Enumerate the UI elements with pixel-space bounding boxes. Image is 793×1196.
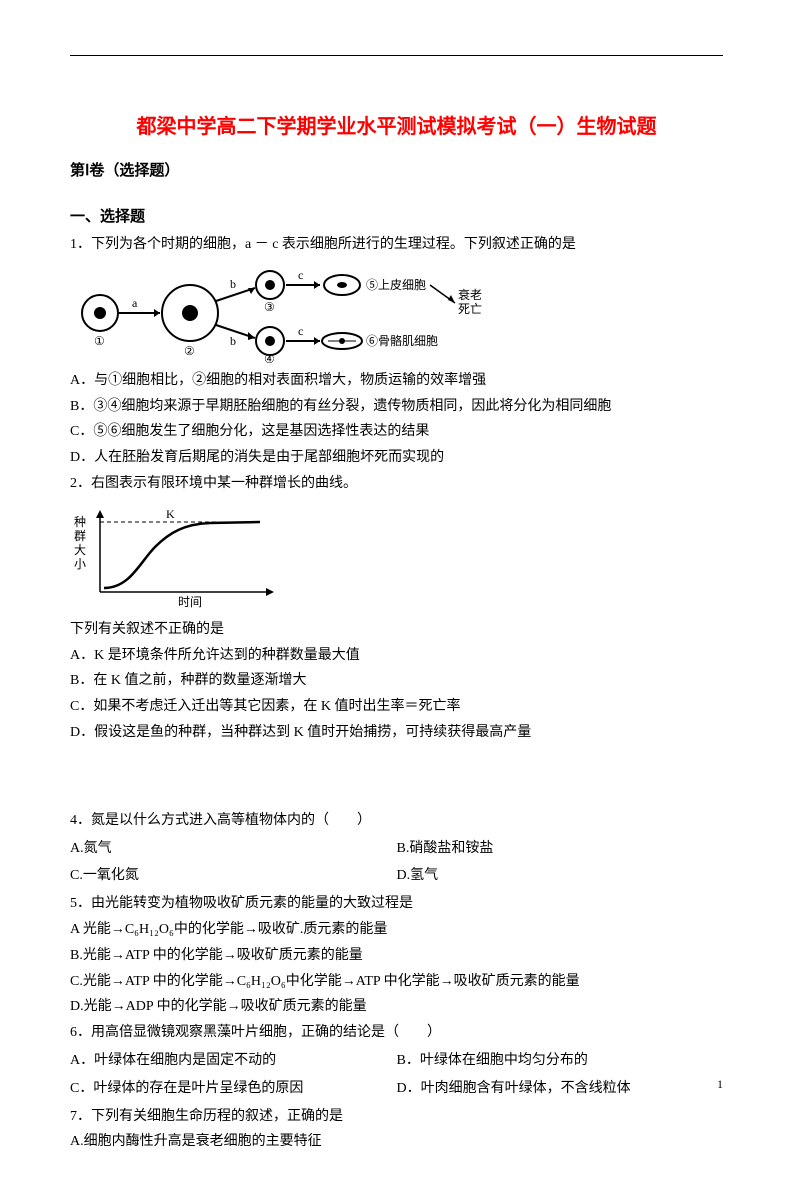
- q6-optD: D．叶肉细胞含有叶绿体，不含线粒体: [397, 1077, 724, 1101]
- q7-stem: 7．下列有关细胞生命历程的叙述，正确的是: [70, 1105, 723, 1129]
- q1-optC: C．⑤⑥细胞发生了细胞分化，这是基因选择性表达的结果: [70, 420, 723, 444]
- svg-text:c: c: [298, 268, 303, 282]
- q6-optA: A．叶绿体在细胞内是固定不动的: [70, 1049, 397, 1073]
- q7-optA: A.细胞内酶性升高是衰老细胞的主要特征: [70, 1130, 723, 1154]
- q1-optA: A．与①细胞相比，②细胞的相对表面积增大，物质运输的效率增强: [70, 369, 723, 393]
- q5-optD: D.光能→ADP 中的化学能→吸收矿质元素的能量: [70, 995, 723, 1019]
- svg-text:⑤上皮细胞: ⑤上皮细胞: [366, 278, 426, 292]
- q5-optB: B.光能→ATP 中的化学能→吸收矿质元素的能量: [70, 944, 723, 968]
- svg-text:b: b: [230, 334, 236, 348]
- q6-optB: B．叶绿体在细胞中均匀分布的: [397, 1049, 724, 1073]
- q2-lead: 下列有关叙述不正确的是: [70, 618, 723, 642]
- q4-optA: A.氮气: [70, 837, 397, 861]
- q5-optA: A 光能→C₆H₁₂O₆中的化学能→吸收矿.质元素的能量: [70, 918, 723, 942]
- q1-optB: B．③④细胞均来源于早期胚胎细胞的有丝分裂，遗传物质相同，因此将分化为相同细胞: [70, 395, 723, 419]
- svg-text:c: c: [298, 324, 303, 338]
- q2-optA: A．K 是环境条件所允许达到的种群数量最大值: [70, 644, 723, 668]
- svg-text:大: 大: [74, 543, 86, 557]
- page-number: 1: [717, 1077, 723, 1092]
- svg-text:⑥骨骼肌细胞: ⑥骨骼肌细胞: [366, 333, 438, 348]
- page-title: 都梁中学高二下学期学业水平测试模拟考试（一）生物试题: [70, 110, 723, 144]
- svg-text:b: b: [230, 277, 236, 291]
- q2-figure: 种 群 大 小 K 时间: [70, 502, 723, 612]
- svg-text:小: 小: [74, 557, 86, 571]
- svg-text:④: ④: [264, 352, 275, 363]
- q2-optD: D．假设这是鱼的种群，当种群达到 K 值时开始捕捞，可持续获得最高产量: [70, 721, 723, 745]
- svg-text:K: K: [166, 507, 175, 521]
- q4-stem: 4．氮是以什么方式进入高等植物体内的（ ）: [70, 809, 723, 833]
- q4-optC: C.一氧化氮: [70, 864, 397, 888]
- svg-text:①: ①: [94, 334, 105, 348]
- q5-stem: 5．由光能转变为植物吸收矿质元素的能量的大致过程是: [70, 892, 723, 916]
- q1-stem: 1．下列为各个时期的细胞，a － c 表示细胞所进行的生理过程。下列叙述正确的是: [70, 233, 723, 257]
- svg-text:衰老: 衰老: [458, 287, 482, 302]
- q2-optC: C．如果不考虑迁入迁出等其它因素，在 K 值时出生率＝死亡率: [70, 695, 723, 719]
- svg-text:③: ③: [264, 300, 275, 314]
- q6-stem: 6．用高倍显微镜观察黑藻叶片细胞，正确的结论是（ ）: [70, 1021, 723, 1045]
- q1-optD: D．人在胚胎发育后期尾的消失是由于尾部细胞坏死而实现的: [70, 446, 723, 470]
- svg-text:a: a: [132, 296, 138, 310]
- section-head: 第Ⅰ卷（选择题）: [70, 158, 723, 184]
- q2-stem: 2．右图表示有限环境中某一种群增长的曲线。: [70, 472, 723, 496]
- q1-figure: ① a ② b b ③ ④ c: [70, 263, 723, 363]
- q5-optC: C.光能→ATP 中的化学能→C₆H₁₂O₆中化学能→ATP 中化学能→吸收矿质…: [70, 970, 723, 994]
- svg-text:死亡: 死亡: [458, 302, 482, 316]
- q4-optD: D.氢气: [397, 864, 724, 888]
- q4-optB: B.硝酸盐和铵盐: [397, 837, 724, 861]
- q2-optB: B．在 K 值之前，种群的数量逐渐增大: [70, 669, 723, 693]
- svg-text:②: ②: [184, 344, 195, 358]
- svg-text:时间: 时间: [178, 595, 202, 609]
- q6-optC: C．叶绿体的存在是叶片呈绿色的原因: [70, 1077, 397, 1101]
- mc-heading: 一、选择题: [70, 204, 723, 230]
- svg-text:群: 群: [74, 529, 86, 543]
- svg-text:种: 种: [74, 515, 86, 529]
